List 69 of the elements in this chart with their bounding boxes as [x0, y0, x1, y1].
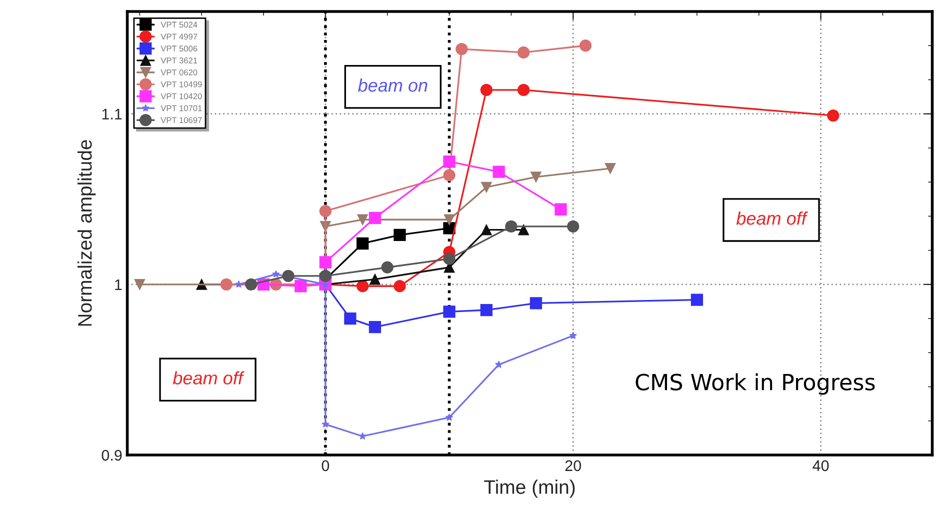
point	[443, 252, 456, 265]
legend-label: VPT 3621	[160, 58, 198, 64]
legend-label: VPT 10420	[160, 93, 202, 100]
point	[344, 312, 356, 325]
y-tick-label: 0.9	[102, 450, 122, 461]
point	[234, 280, 243, 288]
point	[604, 163, 616, 174]
point	[357, 214, 368, 225]
annotation: beam on	[358, 78, 428, 92]
point	[370, 274, 380, 285]
point	[505, 220, 518, 233]
point	[518, 84, 530, 96]
point	[245, 278, 258, 291]
point	[518, 46, 530, 59]
legend-label: VPT 4997	[160, 34, 198, 40]
point	[567, 220, 580, 233]
point	[481, 224, 492, 236]
point	[394, 228, 406, 242]
point	[445, 413, 454, 421]
y-tick-label: 1.1	[102, 108, 122, 120]
point	[569, 332, 577, 339]
point	[492, 166, 505, 178]
point	[554, 203, 567, 216]
point	[368, 212, 382, 224]
point	[690, 294, 704, 306]
annotation: beam off	[736, 212, 808, 225]
point	[356, 280, 369, 292]
point	[381, 261, 394, 274]
point	[134, 279, 146, 290]
point	[481, 182, 492, 193]
legend-label: VPT 0620	[160, 69, 198, 76]
point	[220, 278, 232, 291]
point	[530, 297, 542, 310]
point	[530, 172, 542, 182]
point	[443, 306, 456, 318]
point	[272, 270, 280, 278]
y-tick-label: 1	[115, 279, 122, 290]
annotation: beam off	[172, 371, 244, 384]
point	[456, 42, 468, 56]
point	[319, 205, 332, 218]
point	[394, 280, 406, 292]
point	[443, 156, 456, 168]
point	[358, 432, 366, 440]
annotation: CMS Work in Progress	[636, 373, 875, 395]
point	[444, 214, 455, 225]
legend-label: VPT 10697	[160, 117, 202, 124]
point	[518, 224, 529, 236]
point	[494, 360, 503, 368]
point	[579, 40, 592, 52]
legend-label: VPT 5006	[160, 46, 198, 52]
point	[443, 169, 456, 182]
point	[319, 256, 332, 268]
x-tick-label: 20	[565, 460, 582, 472]
point	[827, 109, 840, 122]
y-axis-title: Normalized amplitude	[78, 140, 96, 326]
legend-label: VPT 10499	[160, 81, 202, 88]
point	[480, 304, 493, 316]
legend-label: VPT 5024	[160, 22, 198, 28]
point	[368, 321, 382, 334]
point	[480, 84, 493, 96]
x-tick-label: 0	[322, 460, 330, 472]
x-tick-label: 40	[812, 460, 829, 472]
point	[294, 280, 307, 292]
point	[319, 270, 332, 282]
x-axis-title: Time (min)	[484, 480, 575, 498]
legend-label: VPT 10701	[160, 105, 202, 112]
point	[356, 237, 369, 250]
point	[322, 420, 330, 428]
point	[282, 270, 294, 282]
